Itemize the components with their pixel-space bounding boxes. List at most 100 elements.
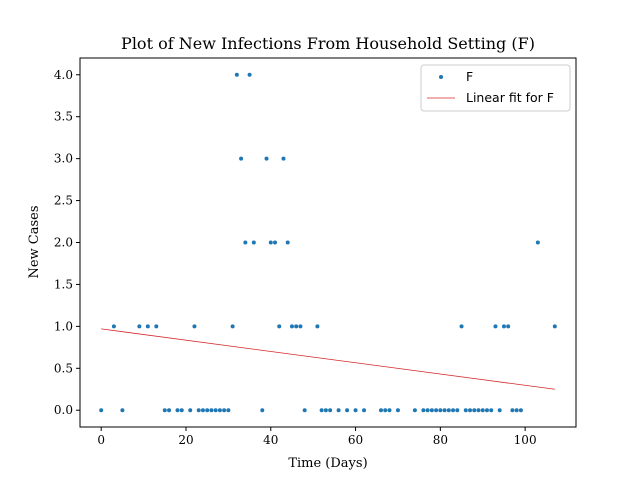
data-point xyxy=(493,324,498,329)
data-point xyxy=(99,408,104,413)
data-point xyxy=(323,408,328,413)
data-point xyxy=(476,408,481,413)
fit-line-layer xyxy=(101,328,555,390)
data-point xyxy=(353,408,358,413)
data-point xyxy=(535,240,540,245)
data-point xyxy=(217,408,222,413)
data-point xyxy=(273,240,278,245)
data-point xyxy=(239,156,244,161)
data-point xyxy=(251,240,256,245)
legend: F Linear fit for F xyxy=(420,64,571,112)
data-point xyxy=(162,408,167,413)
data-point xyxy=(425,408,430,413)
data-point xyxy=(412,408,417,413)
data-point xyxy=(188,408,193,413)
data-point xyxy=(260,408,265,413)
data-point xyxy=(234,72,239,77)
data-point xyxy=(484,408,489,413)
data-point xyxy=(205,408,210,413)
data-point xyxy=(192,324,197,329)
data-point xyxy=(145,324,150,329)
y-tick-label: 4.0 xyxy=(54,68,73,82)
legend-label-fit: Linear fit for F xyxy=(466,90,554,105)
data-point xyxy=(501,324,506,329)
y-tick-label: 1.5 xyxy=(54,277,73,291)
data-point xyxy=(200,408,205,413)
data-point xyxy=(289,324,294,329)
y-tick-label: 2.5 xyxy=(54,194,73,208)
data-point xyxy=(285,240,290,245)
data-point xyxy=(294,324,299,329)
y-axis-label: New Cases xyxy=(27,205,42,278)
data-point xyxy=(137,324,142,329)
data-point xyxy=(328,408,333,413)
data-point xyxy=(111,324,116,329)
data-point xyxy=(362,408,367,413)
data-point xyxy=(319,408,324,413)
x-tick-label: 100 xyxy=(514,433,537,447)
x-tick-label: 60 xyxy=(348,433,363,447)
data-point xyxy=(154,324,159,329)
data-point xyxy=(243,240,248,245)
data-point xyxy=(281,156,286,161)
data-point xyxy=(451,408,456,413)
data-point xyxy=(472,408,477,413)
data-point xyxy=(378,408,383,413)
data-point xyxy=(497,408,502,413)
data-point xyxy=(514,408,519,413)
data-point xyxy=(345,408,350,413)
data-point xyxy=(506,324,511,329)
data-point xyxy=(196,408,201,413)
y-tick-label: 2.0 xyxy=(54,236,73,250)
data-point xyxy=(387,408,392,413)
x-axis-label: Time (Days) xyxy=(288,456,367,471)
data-point xyxy=(468,408,473,413)
data-point xyxy=(209,408,214,413)
y-tick-label: 1.0 xyxy=(54,319,73,333)
data-point xyxy=(179,408,184,413)
y-tick-label: 0.0 xyxy=(54,403,73,417)
data-point xyxy=(455,408,460,413)
data-point xyxy=(434,408,439,413)
data-point xyxy=(298,324,303,329)
legend-marker-f xyxy=(439,75,443,79)
data-point xyxy=(268,240,273,245)
x-axis: 0 20 40 60 80 100 xyxy=(97,427,537,447)
data-point xyxy=(230,324,235,329)
data-point xyxy=(429,408,434,413)
x-tick-label: 20 xyxy=(178,433,193,447)
data-point xyxy=(264,156,269,161)
data-point xyxy=(459,324,464,329)
data-point xyxy=(222,408,227,413)
y-tick-label: 0.5 xyxy=(54,361,73,375)
data-point xyxy=(438,408,443,413)
plot-frame xyxy=(79,57,577,428)
y-axis: 0.0 0.5 1.0 1.5 2.0 2.5 3.0 3.5 4.0 xyxy=(54,68,80,417)
y-tick-label: 3.5 xyxy=(54,110,73,124)
data-point xyxy=(302,408,307,413)
data-point xyxy=(167,408,172,413)
data-point xyxy=(421,408,426,413)
legend-label-f: F xyxy=(466,69,473,84)
plot-area: 0 20 40 60 80 100 0.0 0.5 1.0 1.5 2.0 2.5 3.0 3.5 4.0 xyxy=(54,57,577,447)
data-point xyxy=(552,324,557,329)
x-tick-label: 40 xyxy=(263,433,278,447)
data-point xyxy=(336,408,341,413)
data-point xyxy=(247,72,252,77)
data-point xyxy=(315,324,320,329)
data-point xyxy=(446,408,451,413)
y-tick-label: 3.0 xyxy=(54,152,73,166)
data-point xyxy=(442,408,447,413)
data-point xyxy=(518,408,523,413)
data-point xyxy=(480,408,485,413)
data-point xyxy=(277,324,282,329)
points-layer xyxy=(99,72,557,413)
chart-title: Plot of New Infections From Household Se… xyxy=(121,34,535,53)
data-point xyxy=(395,408,400,413)
data-point xyxy=(463,408,468,413)
x-tick-label: 80 xyxy=(433,433,448,447)
data-point xyxy=(226,408,231,413)
data-point xyxy=(489,408,494,413)
data-point xyxy=(175,408,180,413)
